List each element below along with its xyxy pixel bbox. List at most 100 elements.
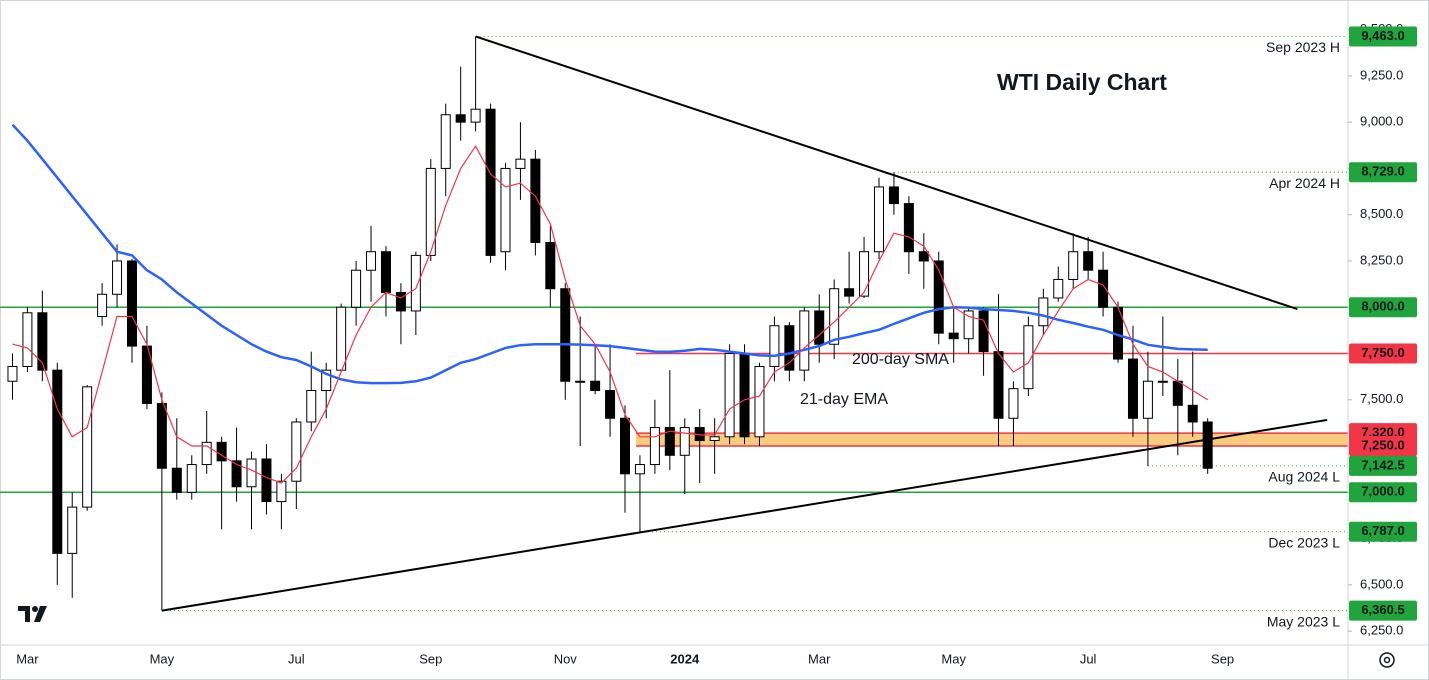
level-note: May 2023 L — [1267, 613, 1340, 629]
x-tick-label: 2024 — [670, 651, 700, 666]
candle-body — [1187, 404, 1198, 423]
candle-body — [605, 390, 616, 419]
candle-body — [1142, 380, 1153, 419]
candle-body — [560, 288, 571, 382]
level-price-label: 7,250.0 — [1361, 437, 1404, 452]
level-price-box — [1349, 26, 1417, 47]
level-note: Dec 2023 L — [1268, 534, 1340, 550]
x-tick-label: May — [150, 651, 175, 666]
plot-area — [0, 35, 1348, 612]
y-tick-label: 9,000.0 — [1360, 114, 1403, 129]
candle-body — [1098, 269, 1109, 308]
candle-body — [470, 108, 481, 123]
x-tick-label: May — [941, 651, 966, 666]
settings-icon[interactable] — [1379, 652, 1395, 668]
candle-body — [1023, 325, 1034, 390]
candle-body — [963, 310, 974, 340]
candle-body — [246, 458, 257, 488]
level-price-box — [1349, 343, 1417, 364]
candle-body — [918, 251, 929, 262]
candle-body — [67, 506, 78, 554]
x-tick-label: Mar — [808, 651, 831, 666]
candle-body — [545, 241, 556, 290]
candle-body — [1127, 358, 1138, 419]
candle-body — [336, 306, 347, 371]
candle-body — [380, 251, 391, 293]
candle-body — [888, 186, 899, 205]
level-price-box — [1349, 297, 1417, 318]
candle-body — [1053, 278, 1064, 299]
candle-body — [754, 365, 765, 438]
candle-body — [112, 260, 123, 295]
candle-body — [1038, 297, 1049, 327]
candle-body — [201, 441, 212, 466]
candle-body — [679, 427, 690, 456]
candle-body — [799, 310, 810, 371]
candle-body — [425, 167, 436, 256]
level-price-label: 8,000.0 — [1361, 299, 1404, 314]
candle-body — [216, 441, 227, 462]
candle-body — [709, 436, 720, 441]
trendline — [161, 418, 1328, 612]
level-note: Sep 2023 H — [1266, 39, 1340, 55]
candle-body — [739, 353, 750, 438]
candle-body — [7, 365, 18, 382]
candle-body — [97, 293, 108, 317]
trendline — [475, 35, 1298, 311]
candle-body — [903, 203, 914, 253]
level-price-box — [1349, 455, 1417, 476]
candle-body — [993, 351, 1004, 419]
candle-body — [276, 480, 287, 503]
level-price-label: 7,320.0 — [1361, 425, 1404, 440]
candle-body — [1172, 380, 1183, 406]
candle-body — [933, 260, 944, 334]
x-tick-label: Nov — [554, 651, 578, 666]
level-price-label: 6,360.5 — [1361, 602, 1404, 617]
level-price-box — [1349, 162, 1417, 183]
y-tick-label: 8,250.0 — [1360, 252, 1403, 267]
candle-body — [306, 390, 317, 423]
candle-body — [52, 369, 63, 554]
y-tick-label: 8,500.0 — [1360, 206, 1403, 221]
level-note: Aug 2024 L — [1268, 469, 1340, 485]
legend-label: 21-day EMA — [800, 391, 888, 408]
level-price-box — [1349, 521, 1417, 542]
chart-title: WTI Daily Chart — [997, 69, 1167, 95]
support-zone — [635, 433, 1348, 447]
candle-body — [1068, 251, 1079, 280]
candle-body — [948, 332, 959, 340]
candle-body — [844, 288, 855, 297]
candle-body — [1008, 388, 1019, 419]
candle-body — [1202, 421, 1213, 469]
candle-body — [485, 108, 496, 256]
candle-body — [440, 114, 451, 169]
candle-body — [500, 167, 511, 253]
candle-body — [634, 464, 645, 475]
candle-body — [156, 402, 167, 469]
candle-body — [37, 312, 48, 371]
candle-body — [829, 288, 840, 345]
y-tick-label: 6,500.0 — [1360, 576, 1403, 591]
candle-body — [186, 464, 197, 493]
y-tick-label: 9,250.0 — [1360, 67, 1403, 82]
level-price-box — [1349, 600, 1417, 621]
level-price-label: 7,750.0 — [1361, 345, 1404, 360]
candle-body — [575, 380, 586, 383]
level-price-label: 7,142.5 — [1361, 457, 1404, 472]
x-tick-label: Sep — [1211, 651, 1234, 666]
candle-body — [291, 421, 302, 482]
candle-body — [620, 417, 631, 475]
candle-body — [321, 369, 332, 392]
candle-body — [530, 158, 541, 243]
candle-body — [664, 427, 675, 456]
level-price-box — [1349, 482, 1417, 503]
candle-body — [351, 269, 362, 308]
candle-body — [231, 460, 242, 488]
level-note: Apr 2024 H — [1269, 175, 1340, 191]
candle-body — [171, 467, 182, 493]
candle-body — [261, 458, 272, 503]
x-tick-label: Jul — [1080, 651, 1097, 666]
x-tick-label: Sep — [419, 651, 442, 666]
y-tick-label: 6,250.0 — [1360, 623, 1403, 638]
candle-body — [769, 325, 780, 367]
